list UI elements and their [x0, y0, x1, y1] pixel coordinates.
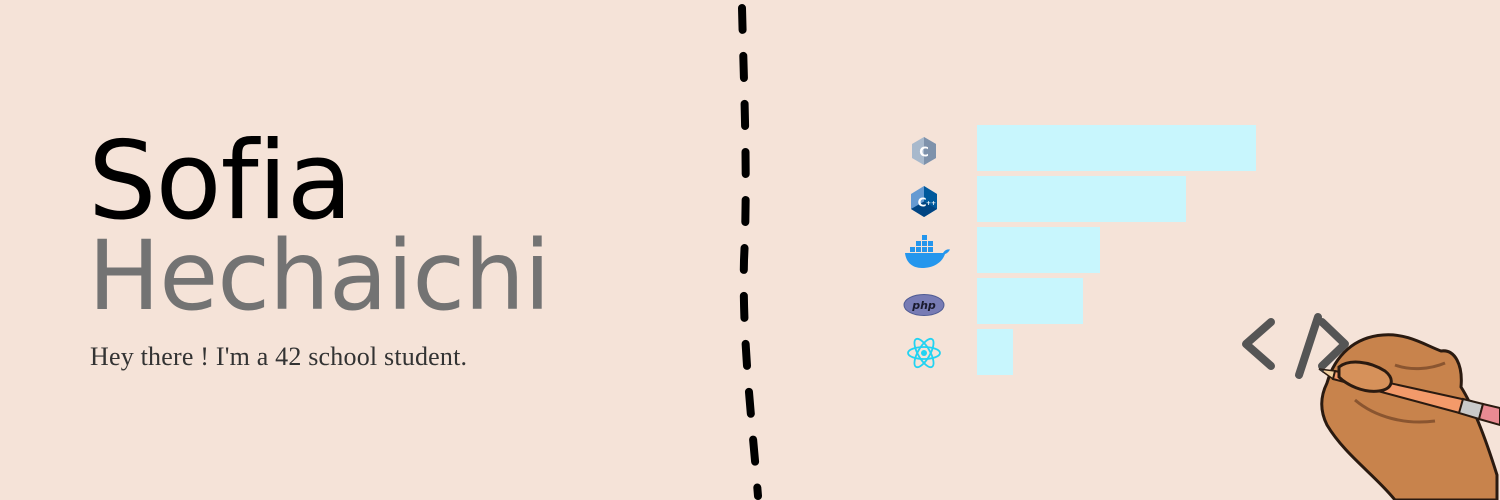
code-brackets-hand-pencil-illustration [1242, 313, 1500, 500]
skill-row-react [895, 329, 1295, 375]
skill-row-php: php [895, 278, 1295, 324]
skills-chart: C C ++ php [895, 125, 1295, 385]
skill-bar-php [977, 278, 1083, 324]
cpp-language-icon: C ++ [911, 186, 937, 217]
skill-bar-react [977, 329, 1013, 375]
svg-text:C: C [919, 146, 929, 161]
svg-text:C: C [918, 196, 927, 210]
skill-bar-docker [977, 227, 1100, 273]
skill-row-c: C [895, 125, 1295, 171]
docker-icon [905, 235, 950, 268]
skill-bar-c [977, 125, 1256, 171]
skill-row-docker [895, 227, 1295, 273]
dashed-divider [738, 4, 762, 500]
last-name: Hechaichi [88, 220, 551, 332]
svg-text:php: php [911, 299, 936, 312]
svg-text:++: ++ [926, 200, 936, 207]
tagline: Hey there ! I'm a 42 school student. [90, 342, 468, 371]
c-language-icon: C [912, 137, 936, 165]
first-name: Sofia [88, 119, 353, 244]
skill-bar-cpp [977, 176, 1186, 222]
react-icon [907, 337, 941, 369]
php-icon: php [903, 294, 945, 316]
skill-row-cpp: C ++ [895, 176, 1295, 222]
